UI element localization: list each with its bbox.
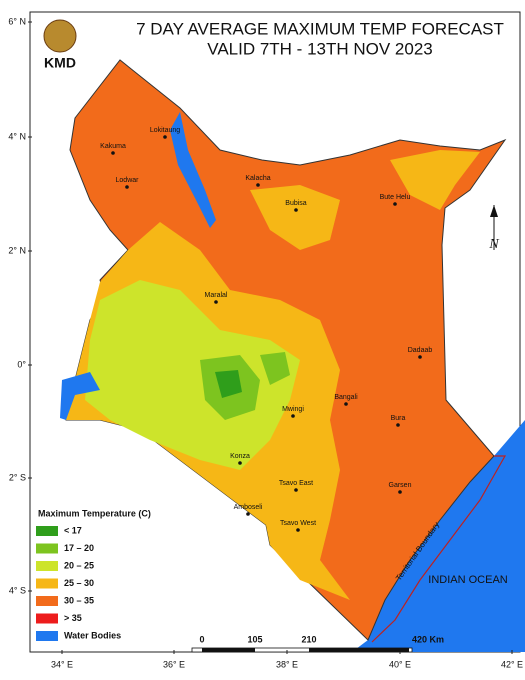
place-dot: [398, 490, 402, 494]
temp-zone-25-30: [390, 150, 480, 210]
place-name: Dadaab: [408, 347, 433, 354]
place-name: Kakuma: [100, 143, 126, 150]
temp-zone-25-30: [250, 185, 340, 250]
legend-swatch: [36, 613, 58, 624]
legend-label: 25 – 30: [64, 578, 94, 588]
territorial-boundary: [371, 455, 507, 643]
place-dot: [418, 355, 422, 359]
place-name: Bubisa: [285, 200, 307, 207]
lake-victoria: [60, 372, 100, 420]
legend-swatch: [36, 578, 58, 589]
lon-label: 42° E: [501, 659, 523, 669]
scale-label: 0: [199, 634, 204, 644]
legend-label: < 17: [64, 525, 82, 535]
place-name: Tsavo West: [280, 520, 316, 527]
lat-label: 4° N: [8, 131, 26, 141]
title-line: VALID 7TH - 13TH NOV 2023: [207, 39, 433, 58]
place-dot: [214, 300, 218, 304]
place-name: Tsavo East: [279, 480, 313, 487]
north-arrow-head: [490, 205, 498, 217]
legend-label: Water Bodies: [64, 630, 121, 640]
temp-zone-20-25: [85, 280, 300, 470]
place-name: Kalacha: [245, 175, 270, 182]
lat-label: 6° N: [8, 16, 26, 26]
temp-zone-17-20: [260, 352, 290, 385]
place-name: Lodwar: [116, 177, 140, 184]
sea-label: INDIAN OCEAN: [428, 574, 508, 586]
place-dot: [256, 183, 260, 187]
logo-emblem: [43, 19, 77, 53]
place-name: Lokitaung: [150, 127, 180, 134]
scale-bar: [191, 647, 413, 653]
place-dot: [246, 512, 250, 516]
lat-label: 4° S: [9, 585, 26, 595]
scale-label: 105: [247, 634, 262, 644]
place-name: Bura: [391, 415, 406, 422]
scale-bar-segment: [309, 648, 409, 652]
legend-swatch: [36, 543, 58, 554]
place-name: Amboseli: [234, 504, 263, 511]
logo-text: KMD: [44, 55, 76, 71]
legend-label: 30 – 35: [64, 595, 94, 605]
lat-label: 2° S: [9, 472, 26, 482]
legend-label: > 35: [64, 613, 82, 623]
place-dot: [111, 151, 115, 155]
lat-label: 2° N: [8, 245, 26, 255]
place-dot: [238, 461, 242, 465]
title-line: 7 DAY AVERAGE MAXIMUM TEMP FORECAST: [136, 19, 504, 38]
place-dot: [125, 185, 129, 189]
place-name: Maralal: [205, 292, 228, 299]
place-dot: [396, 423, 400, 427]
scale-bar-segment: [202, 648, 255, 652]
temp-zone-below-17: [215, 370, 242, 398]
north-label: N: [488, 237, 499, 252]
place-dot: [294, 488, 298, 492]
place-name: Bangali: [334, 394, 358, 401]
lon-label: 40° E: [389, 659, 411, 669]
place-name: Bute Helu: [380, 194, 411, 201]
legend-label: 17 – 20: [64, 543, 94, 553]
place-name: Konza: [230, 453, 250, 460]
legend-swatch: [36, 526, 58, 536]
place-dot: [344, 402, 348, 406]
lon-label: 36° E: [163, 659, 185, 669]
lon-label: 34° E: [51, 659, 73, 669]
lat-label: 0°: [17, 359, 26, 369]
lon-label: 38° E: [276, 659, 298, 669]
scale-label: 210: [301, 634, 316, 644]
ocean: [352, 420, 525, 652]
legend-swatch: [36, 631, 58, 641]
legend-swatch: [36, 561, 58, 571]
place-dot: [294, 208, 298, 212]
place-dot: [291, 414, 295, 418]
place-name: Mwingi: [282, 406, 304, 413]
legend-label: 20 – 25: [64, 560, 94, 570]
place-dot: [393, 202, 397, 206]
place-dot: [163, 135, 167, 139]
place-dot: [296, 528, 300, 532]
place-name: Garsen: [389, 482, 412, 489]
lake-turkana: [170, 112, 216, 228]
legend-swatch: [36, 596, 58, 606]
scale-label: 420 Km: [412, 634, 444, 644]
legend-title: Maximum Temperature (C): [38, 508, 151, 518]
